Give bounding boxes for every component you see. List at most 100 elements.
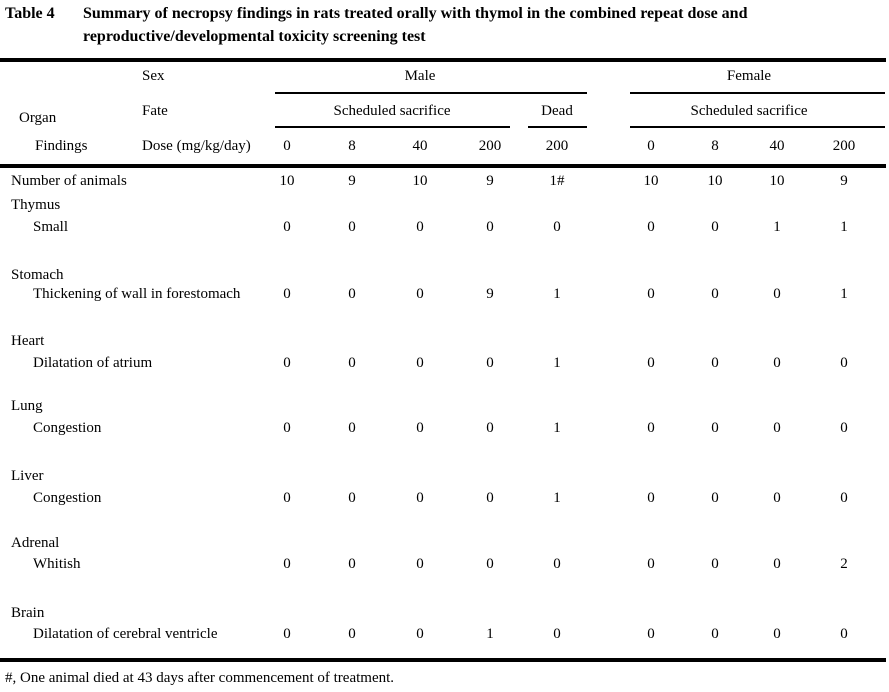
header-bottom-rule	[0, 164, 886, 168]
dose-values-row: 0 8 40 200 200 0 8 40 200	[0, 137, 889, 155]
cell-value: 1	[840, 286, 848, 302]
organ-row: Heart	[0, 332, 889, 350]
cell-value: 10	[412, 173, 428, 189]
table-bottom-rule	[0, 658, 886, 662]
cell-value: 0	[348, 286, 356, 302]
finding-row: Thickening of wall in forestomach 0 0 0 9 1 0 0…	[0, 285, 889, 303]
cell-value: 0	[416, 420, 424, 436]
finding-row: Dilatation of cerebral ventricle 0 0 0 1 0 0 0 0…	[0, 625, 889, 643]
cell-value: 0	[647, 556, 655, 572]
female-group-underline	[630, 92, 885, 94]
cell-value: 1	[553, 420, 561, 436]
cell-value: 0	[773, 286, 781, 302]
dose-column-label: Dose (mg/kg/day)	[142, 138, 251, 154]
female-group-label: Female	[726, 68, 772, 84]
finding-label: Thickening of wall in forestomach	[33, 286, 241, 302]
organ-name: Liver	[11, 468, 44, 484]
female-scheduled-sacrifice-label: Scheduled sacrifice	[690, 103, 808, 119]
organ-row: Liver	[0, 467, 889, 485]
cell-value: 0	[348, 556, 356, 572]
cell-value: 0	[553, 556, 561, 572]
cell-value: 0	[647, 286, 655, 302]
cell-value: 0	[283, 556, 291, 572]
table-top-rule	[0, 58, 886, 62]
organ-row: Thymus	[0, 196, 889, 214]
cell-value: 0	[416, 355, 424, 371]
cell-value: 10	[643, 173, 659, 189]
fate-row-label: Fate	[142, 103, 168, 119]
cell-value: 0	[711, 490, 719, 506]
cell-value: 1	[486, 626, 494, 642]
dose-value: 0	[647, 138, 655, 154]
organ-name: Lung	[11, 398, 43, 414]
finding-row: Number of animals 10 9 10 9 1# 10 10 10 9	[0, 172, 889, 190]
male-scheduled-underline	[275, 126, 510, 128]
cell-value: 1	[773, 219, 781, 235]
cell-value: 0	[711, 219, 719, 235]
cell-value: 1	[840, 219, 848, 235]
cell-value: 0	[416, 490, 424, 506]
organ-name: Heart	[11, 333, 45, 349]
cell-value: 0	[283, 219, 291, 235]
cell-value: 0	[283, 626, 291, 642]
dose-value: 200	[478, 138, 502, 154]
cell-value: 0	[840, 490, 848, 506]
cell-value: 9	[348, 173, 356, 189]
cell-value: 2	[840, 556, 848, 572]
finding-row: Whitish 0 0 0 0 0 0 0 0 2	[0, 555, 889, 573]
finding-label: Dilatation of cerebral ventricle	[33, 626, 218, 642]
cell-value: 0	[416, 626, 424, 642]
female-scheduled-underline	[630, 126, 885, 128]
table-number-label: Table 4	[5, 5, 55, 22]
cell-value: 1	[553, 490, 561, 506]
cell-value: 0	[348, 355, 356, 371]
cell-value: 10	[769, 173, 785, 189]
cell-value: 0	[348, 490, 356, 506]
organ-name: Brain	[11, 605, 45, 621]
dose-value: 8	[348, 138, 356, 154]
cell-value: 0	[647, 355, 655, 371]
finding-label: Whitish	[33, 556, 81, 572]
cell-value: 0	[486, 420, 494, 436]
cell-value: 0	[647, 420, 655, 436]
finding-label: Dilatation of atrium	[33, 355, 153, 371]
finding-label: Number of animals	[11, 173, 127, 189]
dead-label: Dead	[541, 103, 573, 119]
male-scheduled-sacrifice-label: Scheduled sacrifice	[333, 103, 451, 119]
male-group-label: Male	[404, 68, 436, 84]
dose-value: 8	[711, 138, 719, 154]
cell-value: 0	[553, 626, 561, 642]
finding-row: Congestion 0 0 0 0 1 0 0 0 0	[0, 489, 889, 507]
cell-value: 0	[647, 626, 655, 642]
organ-column-label: Organ	[19, 110, 57, 126]
male-group-underline	[275, 92, 587, 94]
organ-row: Stomach	[0, 266, 889, 284]
cell-value: 0	[486, 355, 494, 371]
cell-value: 0	[711, 556, 719, 572]
cell-value: 10	[707, 173, 723, 189]
cell-value: 0	[840, 355, 848, 371]
organ-name: Adrenal	[11, 535, 60, 551]
cell-value: 0	[773, 626, 781, 642]
cell-value: 0	[647, 490, 655, 506]
cell-value: 0	[416, 219, 424, 235]
organ-row: Adrenal	[0, 534, 889, 552]
finding-label: Small	[33, 219, 69, 235]
cell-value: 0	[283, 286, 291, 302]
cell-value: 0	[773, 420, 781, 436]
cell-value: 1	[553, 355, 561, 371]
cell-value: 0	[283, 355, 291, 371]
organ-row: Lung	[0, 397, 889, 415]
dose-value: 200	[545, 138, 569, 154]
dose-value: 200	[832, 138, 856, 154]
cell-value: 0	[773, 556, 781, 572]
finding-row: Dilatation of atrium 0 0 0 0 1 0 0 0 0	[0, 354, 889, 372]
cell-value: 0	[283, 420, 291, 436]
dose-value: 0	[283, 138, 291, 154]
organ-name: Thymus	[11, 197, 61, 213]
dose-value: 40	[412, 138, 428, 154]
cell-value: 0	[711, 420, 719, 436]
finding-label: Congestion	[33, 420, 102, 436]
cell-value: 0	[486, 556, 494, 572]
cell-value: 0	[486, 490, 494, 506]
